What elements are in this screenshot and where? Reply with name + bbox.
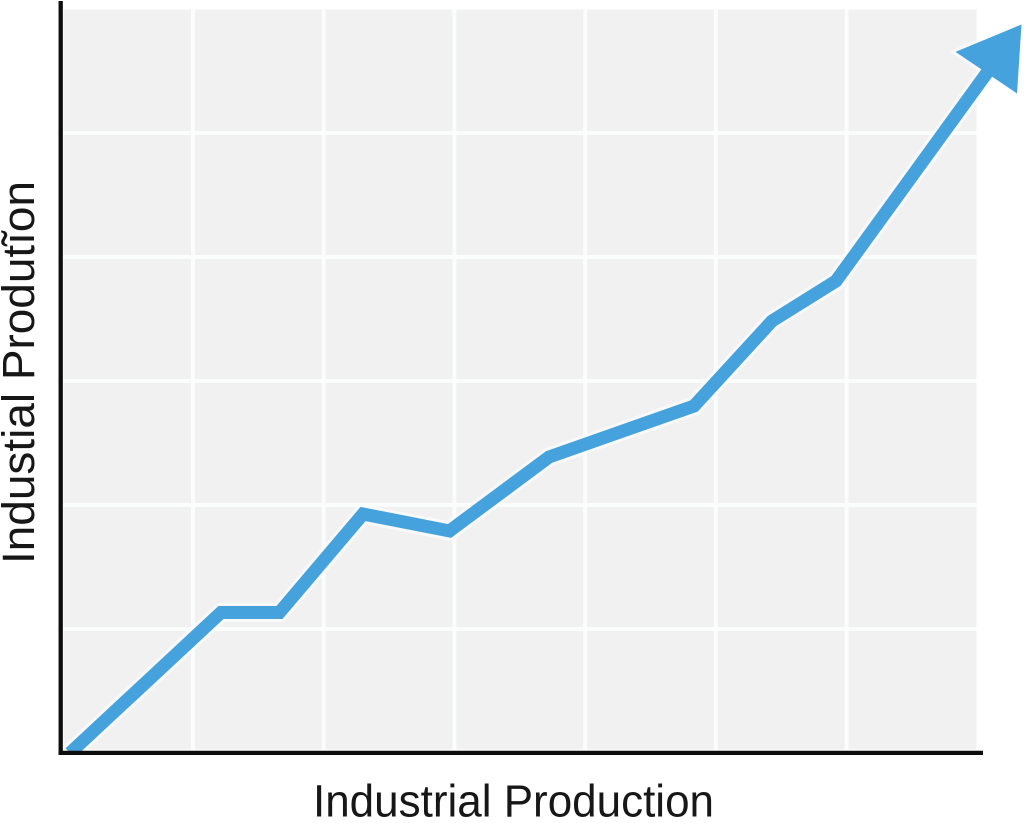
svg-text:Industial Produtĩon: Industial Produtĩon — [0, 181, 44, 564]
svg-text:Industrial Production: Industrial Production — [313, 776, 714, 823]
